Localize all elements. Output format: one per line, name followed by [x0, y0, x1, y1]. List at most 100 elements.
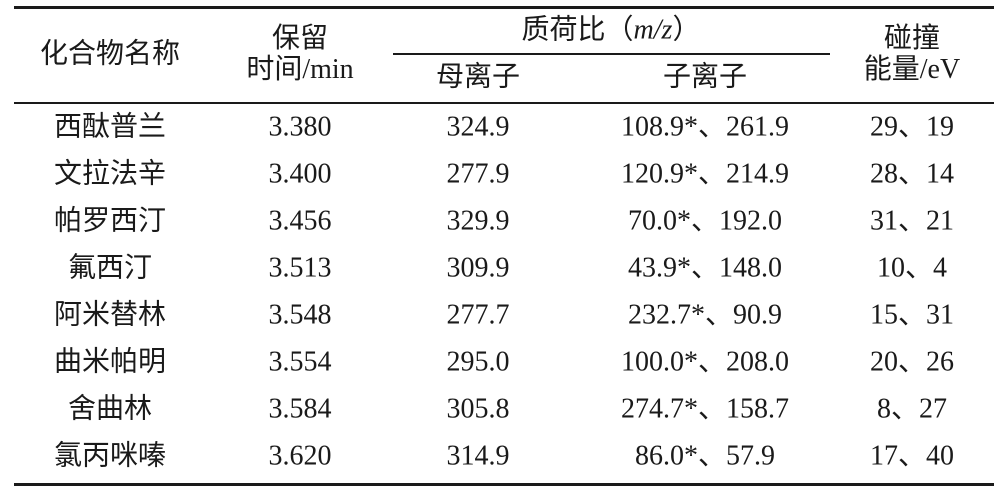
text: 3.380 — [268, 111, 332, 143]
header-energy: 碰撞 能量/eV — [863, 23, 961, 86]
table-cell: 29、19 — [869, 111, 955, 144]
text: 29、19 — [869, 111, 955, 143]
text: 274.7*、158.7 — [620, 393, 790, 425]
text: 3.554 — [268, 346, 332, 378]
text: 8、27 — [876, 393, 948, 425]
text: 3.456 — [268, 205, 332, 237]
text: 31、21 — [869, 205, 955, 237]
text: 120.9*、214.9 — [620, 158, 790, 190]
table-cell: 西酞普兰 — [53, 111, 167, 144]
text: 西酞普兰 — [53, 111, 167, 143]
table-cell: 曲米帕明 — [53, 346, 167, 379]
table-cell: 120.9*、214.9 — [620, 158, 790, 191]
top-rule — [14, 6, 994, 9]
text: 化合物名称 — [39, 38, 181, 70]
text: 17、40 — [869, 440, 955, 472]
table-cell: 氟西汀 — [67, 252, 153, 285]
header-mz: 质荷比（m/z） — [521, 14, 701, 47]
text: 3.620 — [268, 440, 332, 472]
text: 碰撞 — [883, 23, 940, 55]
text: 277.9 — [446, 158, 510, 190]
table-cell: 31、21 — [869, 205, 955, 238]
text: 232.7*、90.9 — [627, 299, 783, 331]
table-cell: 309.9 — [446, 252, 510, 285]
table-cell: 3.380 — [268, 111, 332, 144]
text: 28、14 — [869, 158, 955, 190]
text: 43.9*、148.0 — [627, 252, 783, 284]
table-cell: 文拉法辛 — [53, 158, 167, 191]
table-cell: 舍曲林 — [67, 393, 153, 426]
table-cell: 20、26 — [869, 346, 955, 379]
table-cell: 70.0*、192.0 — [627, 205, 783, 238]
text: 295.0 — [446, 346, 510, 378]
table-cell: 86.0*、57.9 — [634, 440, 776, 473]
text: 氯丙咪嗪 — [53, 440, 167, 472]
text: 3.400 — [268, 158, 332, 190]
table-cell: 329.9 — [446, 205, 510, 238]
table-cell: 17、40 — [869, 440, 955, 473]
table-cell: 324.9 — [446, 111, 510, 144]
text: 帕罗西汀 — [53, 205, 167, 237]
text: 舍曲林 — [67, 393, 153, 425]
text: 86.0*、57.9 — [634, 440, 776, 472]
table-cell: 8、27 — [876, 393, 948, 426]
text: 324.9 — [446, 111, 510, 143]
table-cell: 阿米替林 — [53, 299, 167, 332]
mz-rule — [393, 53, 830, 55]
table-cell: 314.9 — [446, 440, 510, 473]
table-cell: 3.400 — [268, 158, 332, 191]
table-cell: 3.548 — [268, 299, 332, 332]
table-cell: 274.7*、158.7 — [620, 393, 790, 426]
text: 20、26 — [869, 346, 955, 378]
text: 3.584 — [268, 393, 332, 425]
text: 阿米替林 — [53, 299, 167, 331]
text: 文拉法辛 — [53, 158, 167, 190]
table-cell: 3.584 — [268, 393, 332, 426]
text: 100.0*、208.0 — [620, 346, 790, 378]
table-cell: 3.513 — [269, 253, 332, 285]
text: 氟西汀 — [67, 252, 153, 284]
table-cell: 28、14 — [869, 158, 955, 191]
header-retention: 保留 时间/min — [246, 23, 354, 86]
bottom-rule — [14, 483, 994, 486]
text: 314.9 — [446, 440, 510, 472]
header-name: 化合物名称 — [39, 38, 181, 71]
text: 保留 — [271, 23, 328, 55]
text: 母离子 — [435, 61, 521, 93]
table-cell: 43.9*、148.0 — [627, 252, 783, 285]
table-cell: 帕罗西汀 — [53, 205, 167, 238]
table-cell: 100.0*、208.0 — [620, 346, 790, 379]
text: m/z — [633, 14, 673, 46]
text: 时间/min — [246, 54, 354, 85]
text: 能量/eV — [863, 54, 961, 85]
table-cell: 108.9*、261.9 — [620, 111, 790, 144]
table-cell: 305.8 — [446, 393, 510, 426]
text: 子离子 — [662, 61, 748, 93]
table-cell: 277.9 — [446, 158, 510, 191]
header-rule — [14, 102, 994, 104]
text: ） — [672, 14, 701, 46]
text: 277.7 — [446, 299, 510, 331]
text: 70.0*、192.0 — [627, 205, 783, 237]
table-cell: 氯丙咪嗪 — [53, 440, 167, 473]
text: 329.9 — [446, 205, 510, 237]
table-cell: 10、4 — [876, 252, 948, 285]
table-cell: 277.7 — [446, 299, 510, 332]
table-cell: 3.620 — [268, 440, 332, 473]
table-cell: 15、31 — [869, 299, 955, 332]
header-precursor: 母离子 — [435, 61, 521, 94]
text: 3.548 — [268, 299, 332, 331]
text: 305.8 — [446, 393, 510, 425]
text: 15、31 — [869, 299, 955, 331]
text: 108.9*、261.9 — [620, 111, 790, 143]
table-cell: 232.7*、90.9 — [627, 299, 783, 332]
table-cell: 295.0 — [446, 346, 510, 379]
text: 曲米帕明 — [53, 346, 167, 378]
text: 10、4 — [876, 252, 948, 284]
text: 质荷比（ — [521, 14, 634, 46]
header-product: 子离子 — [662, 61, 748, 94]
table-cell: 3.554 — [268, 346, 332, 379]
table-cell: 3.456 — [268, 205, 332, 238]
text: 309.9 — [446, 252, 510, 284]
